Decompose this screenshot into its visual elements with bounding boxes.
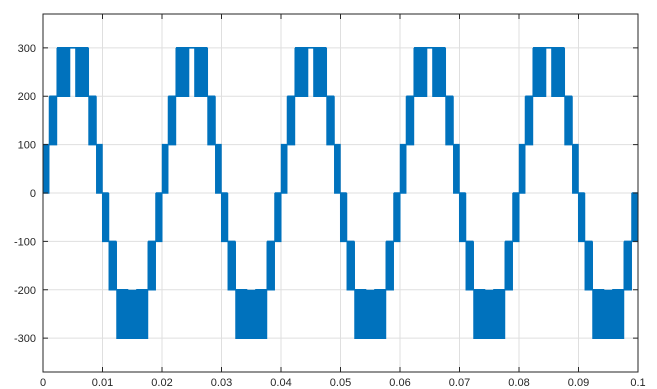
x-tick-label: 0 [40, 377, 46, 389]
y-tick-label: 0 [30, 188, 36, 200]
ticks-layer: 0 0.01 0.02 0.03 0.04 0.05 0.06 0.07 0.08 0.09 0.1… [14, 43, 646, 389]
x-tick-label: 0.09 [568, 377, 589, 389]
y-tick-label: 200 [18, 91, 36, 103]
y-tick-label: 100 [18, 140, 36, 152]
y-tick-label: -300 [14, 333, 36, 345]
x-tick-label: 0.03 [211, 377, 232, 389]
x-tick-label: 0.02 [151, 377, 172, 389]
x-tick-label: 0.06 [389, 377, 410, 389]
x-tick-label: 0.04 [270, 377, 291, 389]
x-tick-label: 0.08 [508, 377, 529, 389]
axes-layer [42, 13, 639, 373]
x-tick-label: 0.05 [330, 377, 351, 389]
y-tick-label: -200 [14, 285, 36, 297]
x-tick-label: 0.07 [449, 377, 470, 389]
y-tick-label: 300 [18, 43, 36, 55]
x-tick-label: 0.1 [630, 377, 645, 389]
y-tick-label: -100 [14, 236, 36, 248]
series-layer [42, 47, 639, 339]
waveform-series-line [42, 47, 639, 339]
x-tick-label: 0.01 [92, 377, 113, 389]
